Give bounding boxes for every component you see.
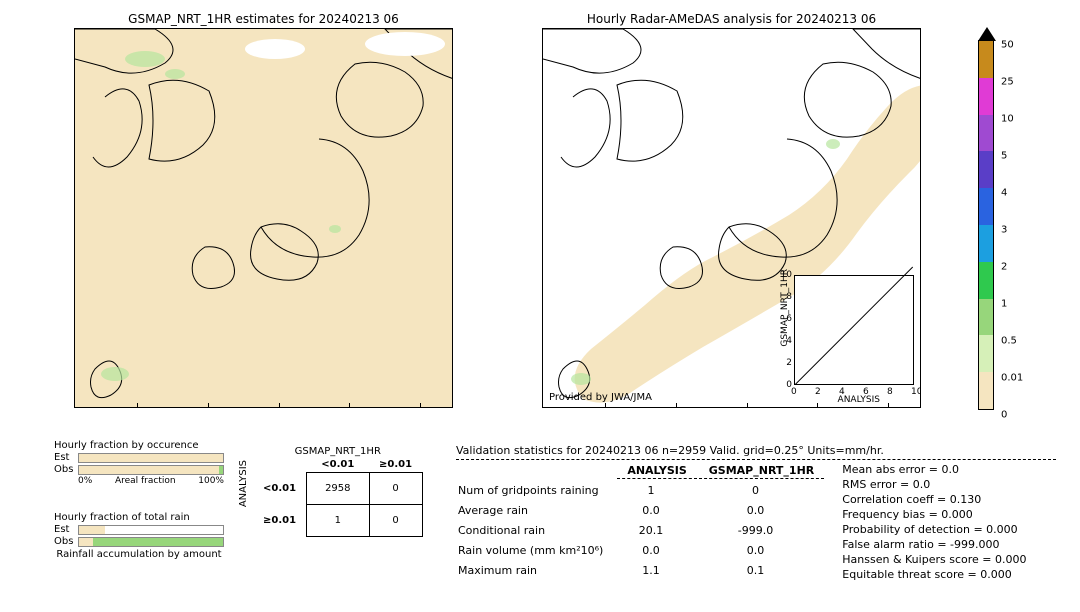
- mini-bar-row: Obs: [54, 464, 224, 475]
- occurrence-chart: Hourly fraction by occurence Est Obs 0% …: [54, 440, 224, 486]
- stat-name: Rain volume (mm km²10⁶): [458, 542, 615, 560]
- colorbar-segment: [979, 41, 993, 78]
- colorbar-label: 4: [1001, 188, 1007, 199]
- left-map-title: GSMAP_NRT_1HR estimates for 20240213 06: [74, 12, 453, 26]
- inset-y-tick: 10: [781, 270, 792, 280]
- colorbar-label: 1: [1001, 299, 1007, 310]
- inset-x-tick: 2: [815, 387, 821, 397]
- occurrence-axis-mid: Areal fraction: [115, 476, 176, 486]
- mini-bar-label: Est: [54, 452, 78, 463]
- colorbar-label: 5: [1001, 151, 1007, 162]
- mini-bar-label: Obs: [54, 464, 78, 475]
- mini-bar-outer: [78, 525, 224, 535]
- mini-bar-label: Est: [54, 524, 78, 535]
- colorbar-segment: [979, 151, 993, 188]
- stat-right-row: Equitable threat score = 0.000: [842, 567, 1026, 582]
- colorbar-label: 0.5: [1001, 336, 1017, 347]
- stat-right-row: Mean abs error = 0.0: [842, 462, 1026, 477]
- stat-name: Maximum rain: [458, 562, 615, 580]
- left-map-frame: 125°E130°E135°E140°E145°E25°N30°N35°N40°…: [74, 28, 453, 408]
- inset-x-tick: 8: [887, 387, 893, 397]
- stat-right-row: RMS error = 0.0: [842, 477, 1026, 492]
- stat-right-row: Correlation coeff = 0.130: [842, 492, 1026, 507]
- colorbar-label: 25: [1001, 77, 1014, 88]
- mini-bar-row: Est: [54, 524, 224, 535]
- stat-right-row: False alarm ratio = -999.000: [842, 537, 1026, 552]
- total-rain-chart: Hourly fraction of total rain Est Obs Ra…: [54, 512, 224, 560]
- occurrence-axis-left: 0%: [78, 476, 92, 486]
- colorbar-label: 2: [1001, 262, 1007, 273]
- inset-scatter: [794, 275, 914, 385]
- validation-panel: Validation statistics for 20240213 06 n=…: [456, 444, 1056, 582]
- stat-right-row: Frequency bias = 0.000: [842, 507, 1026, 522]
- validation-header: Validation statistics for 20240213 06 n=…: [456, 444, 1056, 460]
- validation-left-table: ANALYSISGSMAP_NRT_1HRNum of gridpoints r…: [456, 462, 826, 582]
- colorbar-segment: [979, 188, 993, 225]
- stat-right-row: Probability of detection = 0.000: [842, 522, 1026, 537]
- stat-name: Average rain: [458, 501, 615, 519]
- validation-right-list: Mean abs error = 0.0RMS error = 0.0Corre…: [842, 462, 1026, 582]
- inset-y-tick: 4: [786, 336, 792, 346]
- contingency-col-header: GSMAP_NRT_1HR: [253, 446, 423, 457]
- mini-bar-outer: [78, 453, 224, 463]
- right-map-frame: Provided by JWA/JMA ANALYSIS GSMAP_NRT_1…: [542, 28, 921, 408]
- colorbar-segment: [979, 372, 993, 409]
- colorbar-label: 0.01: [1001, 373, 1023, 384]
- total-rain-title: Hourly fraction of total rain: [54, 512, 224, 523]
- stat-right-row: Hanssen & Kuipers score = 0.000: [842, 552, 1026, 567]
- mini-bar-outer: [78, 465, 224, 475]
- colorbar-segment: [979, 115, 993, 152]
- stat-name: Num of gridpoints raining: [458, 481, 615, 499]
- colorbar-overflow-icon: [978, 27, 996, 41]
- colorbar-label: 3: [1001, 225, 1007, 236]
- mini-bar-row: Est: [54, 452, 224, 463]
- contingency-row-header: ANALYSIS: [238, 460, 249, 507]
- right-map-note: Provided by JWA/JMA: [549, 392, 652, 403]
- inset-x-tick: 6: [863, 387, 869, 397]
- colorbar-label: 0: [1001, 410, 1007, 421]
- occurrence-title: Hourly fraction by occurence: [54, 440, 224, 451]
- mini-bar-label: Obs: [54, 536, 78, 547]
- inset-y-tick: 8: [786, 292, 792, 302]
- right-map-title: Hourly Radar-AMeDAS analysis for 2024021…: [542, 12, 921, 26]
- contingency-panel: ANALYSIS GSMAP_NRT_1HR <0.01≥0.01<0.0129…: [238, 446, 423, 537]
- colorbar-segment: [979, 335, 993, 372]
- mini-bar-row: Obs: [54, 536, 224, 547]
- right-map-panel: Hourly Radar-AMeDAS analysis for 2024021…: [542, 12, 921, 408]
- inset-y-tick: 0: [786, 380, 792, 390]
- colorbar-label: 50: [1001, 40, 1014, 51]
- colorbar-segment: [979, 299, 993, 336]
- occurrence-axis-right: 100%: [198, 476, 224, 486]
- colorbar-segment: [979, 78, 993, 115]
- inset-x-tick: 4: [839, 387, 845, 397]
- inset-y-tick: 6: [786, 314, 792, 324]
- stat-name: Conditional rain: [458, 521, 615, 539]
- left-map-panel: GSMAP_NRT_1HR estimates for 20240213 06: [74, 12, 453, 408]
- colorbar-segment: [979, 225, 993, 262]
- colorbar-segment: [979, 262, 993, 299]
- contingency-table: <0.01≥0.01<0.0129580≥0.0110: [253, 457, 423, 537]
- colorbar-label: 10: [1001, 114, 1014, 125]
- total-rain-caption: Rainfall accumulation by amount: [54, 549, 224, 560]
- mini-bar-outer: [78, 537, 224, 547]
- left-map-coast: [75, 29, 453, 408]
- inset-x-tick: 10: [911, 387, 921, 397]
- inset-y-tick: 2: [786, 358, 792, 368]
